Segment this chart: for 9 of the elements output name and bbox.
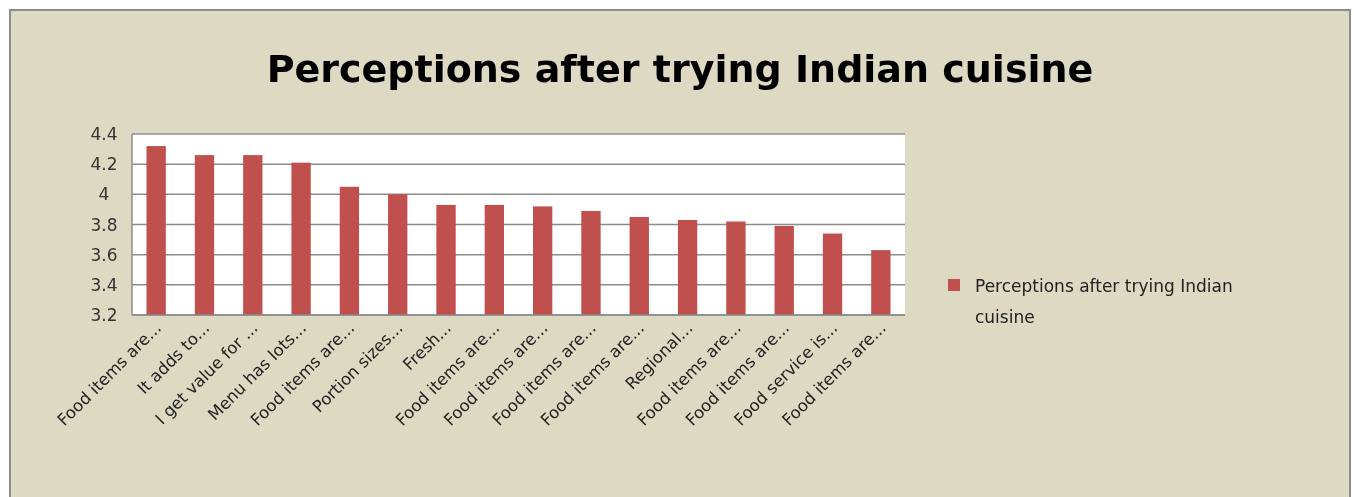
y-tick-label: 4.2 <box>90 154 118 175</box>
y-tick-label: 4 <box>98 184 110 205</box>
y-tick-label: 3.4 <box>90 274 118 295</box>
y-tick-label: 4.4 <box>90 124 118 144</box>
y-tick-label: 3.8 <box>90 214 118 235</box>
y-tick-label: 3.6 <box>90 244 118 265</box>
chart-title: Perceptions after trying Indian cuisine <box>266 47 1094 91</box>
y-tick-label: 3.2 <box>90 305 118 325</box>
legend-label: Perceptions after trying Indian cuisine <box>975 276 1233 327</box>
